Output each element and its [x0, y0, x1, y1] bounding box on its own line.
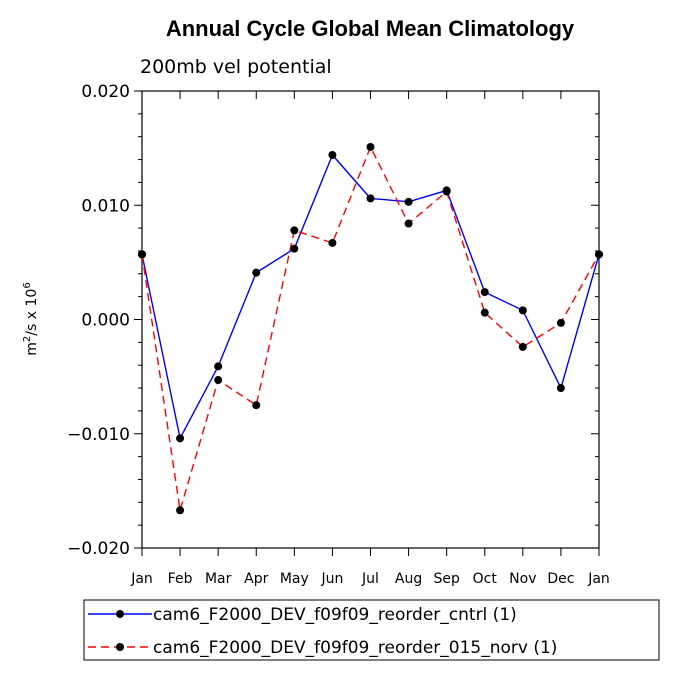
series-2-point: [595, 250, 603, 259]
x-tick-label: Jan: [587, 571, 610, 587]
x-tick-label: Mar: [205, 571, 232, 587]
series-1-point: [176, 434, 185, 443]
series-1-point: [404, 197, 413, 206]
series-2-point: [404, 219, 413, 228]
series-1-point: [214, 362, 223, 371]
chart-title: Annual Cycle Global Mean Climatology: [166, 16, 575, 41]
x-tick-label: Sep: [433, 571, 460, 587]
y-tick-label: 0.000: [81, 311, 130, 331]
x-tick-label: Aug: [395, 571, 422, 587]
x-tick-label: Jun: [320, 571, 343, 587]
y-axis-label: m2/s x 106: [22, 282, 40, 355]
legend-box: [83, 599, 660, 661]
x-tick-label: Nov: [509, 571, 536, 587]
y-axis-label-base: m: [24, 342, 40, 356]
x-tick-label: Oct: [473, 571, 498, 587]
series-1-point: [480, 288, 489, 297]
y-tick-label: 0.010: [81, 196, 130, 216]
series-1-point: [366, 194, 375, 203]
series-2-point: [176, 506, 185, 515]
series-2-point: [518, 342, 527, 351]
x-tick-label: Jan: [130, 571, 153, 587]
legend-label-1: cam6_F2000_DEV_f09f09_reorder_cntrl (1): [153, 605, 517, 625]
series-2-point: [252, 401, 261, 410]
chart-subtitle: 200mb vel potential: [140, 56, 332, 78]
series-layer: [138, 142, 603, 515]
series-1-point: [252, 268, 261, 277]
y-tick-label: −0.010: [67, 425, 130, 445]
legend: cam6_F2000_DEV_f09f09_reorder_cntrl (1) c…: [88, 605, 557, 658]
series-2-point: [556, 318, 565, 327]
y-axis-label-superscript-2: 6: [22, 282, 33, 288]
x-tick-label: May: [280, 571, 309, 587]
series-2-point: [290, 226, 299, 235]
series-2-point: [328, 238, 337, 247]
legend-marker-1: [116, 610, 124, 618]
series-1-point: [556, 384, 565, 393]
series-2-point: [214, 376, 223, 385]
x-tick-label: Jul: [361, 571, 379, 587]
legend-marker-2: [116, 643, 124, 651]
x-tick-labels: Jan Feb Mar Apr May Jun Jul Aug Sep Oct Nov Dec Jan: [130, 571, 610, 587]
series-1-point: [290, 244, 299, 253]
series-2-point: [442, 187, 451, 196]
y-tick-label: −0.020: [67, 539, 130, 559]
legend-label-2: cam6_F2000_DEV_f09f09_reorder_015_norv (…: [153, 638, 557, 658]
series-1-point: [518, 306, 527, 315]
y-tick-labels: −0.020 −0.010 0.000 0.010 0.020: [67, 82, 130, 559]
y-axis-label-mid: /s x 10: [24, 289, 40, 336]
x-tick-label: Apr: [244, 571, 268, 587]
series-2-point: [138, 250, 146, 259]
x-tick-label: Dec: [547, 571, 574, 587]
axis-ticks: [134, 90, 600, 556]
y-axis-label-superscript-1: 2: [22, 336, 33, 342]
y-tick-label: 0.020: [81, 82, 130, 102]
series-2-point: [480, 308, 489, 317]
series-2-point: [366, 142, 375, 151]
plot-frame: [141, 90, 600, 549]
x-tick-label: Feb: [168, 571, 193, 587]
series-1-point: [328, 150, 337, 159]
